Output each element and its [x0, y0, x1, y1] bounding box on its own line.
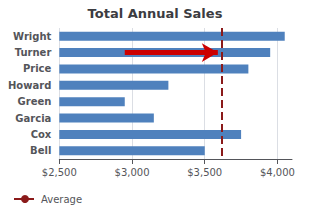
svg-text:Total Annual Sales: Total Annual Sales: [88, 6, 223, 21]
svg-text:Bell: Bell: [30, 145, 51, 156]
svg-text:$4,000: $4,000: [260, 167, 295, 178]
svg-text:Turner: Turner: [15, 47, 52, 58]
svg-text:$2,500: $2,500: [42, 167, 77, 178]
svg-text:$3,500: $3,500: [187, 167, 222, 178]
svg-text:Cox: Cox: [31, 129, 52, 140]
svg-text:Price: Price: [23, 63, 52, 74]
svg-text:Wright: Wright: [13, 31, 51, 42]
svg-text:$3,000: $3,000: [115, 167, 150, 178]
svg-text:Average: Average: [41, 194, 82, 205]
svg-text:Green: Green: [17, 96, 51, 107]
svg-text:Garcia: Garcia: [15, 113, 51, 124]
svg-text:Howard: Howard: [8, 80, 51, 91]
